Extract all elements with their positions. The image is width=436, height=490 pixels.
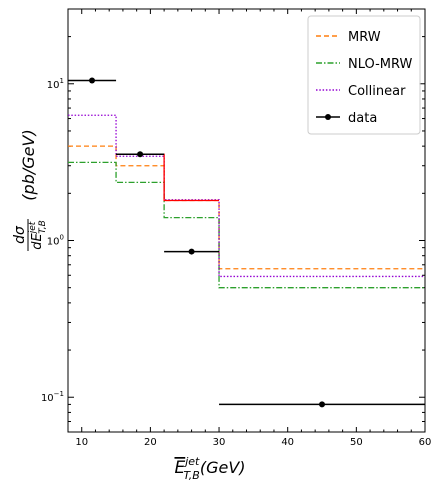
- y-tick-label: 100: [47, 234, 64, 248]
- y-tick-label: 101: [47, 77, 64, 91]
- x-tick-label: 30: [213, 437, 226, 448]
- legend-label: MRW: [348, 30, 381, 45]
- y-axis: 10−1 100 101: [41, 8, 425, 433]
- data-point: [137, 151, 144, 158]
- data-point: [319, 401, 326, 408]
- x-tick-label: 60: [419, 437, 432, 448]
- x-tick-label: 40: [281, 437, 294, 448]
- legend-frame: [307, 15, 421, 135]
- legend-swatch-point: [325, 114, 331, 120]
- legend-label: NLO-MRW: [348, 57, 413, 72]
- series-line-ref-3: [116, 153, 220, 202]
- y-tick-label: 10−1: [41, 390, 64, 404]
- x-tick-label: 10: [75, 437, 88, 448]
- y-axis-label: dσ dEjetT,B (pb/GeV): [12, 129, 48, 251]
- series-layer: [68, 114, 425, 289]
- x-axis-label: Ejet T,B(GeV): [174, 455, 245, 482]
- legend-label: data: [348, 111, 377, 126]
- y-label-numerator: dσ: [12, 225, 28, 244]
- data-point: [188, 248, 195, 255]
- legend-label: Collinear: [348, 84, 406, 99]
- data-point: [89, 77, 96, 84]
- x-tick-label: 50: [350, 437, 363, 448]
- series-line-mrw: [68, 145, 425, 270]
- x-axis: 10 20 30 40 50 60: [75, 9, 431, 448]
- y-label-unit: (pb/GeV): [19, 129, 38, 200]
- data-points: [68, 77, 425, 408]
- x-tick-label: 20: [144, 437, 157, 448]
- series-line-collinear: [68, 114, 425, 278]
- legend: MRW NLO-MRW Collinear data: [307, 15, 421, 135]
- series-line-nlo-mrw: [68, 161, 425, 289]
- y-label-denominator: dEjetT,B: [28, 220, 48, 250]
